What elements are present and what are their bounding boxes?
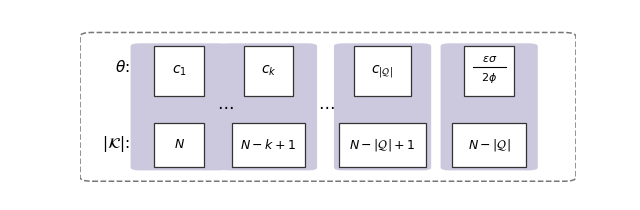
- FancyBboxPatch shape: [131, 43, 228, 170]
- FancyBboxPatch shape: [154, 46, 204, 96]
- Text: $\cdots$: $\cdots$: [216, 97, 233, 115]
- Text: $N$: $N$: [173, 138, 185, 151]
- FancyBboxPatch shape: [334, 43, 431, 170]
- Text: $c_{|\mathcal{Q}|}$: $c_{|\mathcal{Q}|}$: [371, 63, 394, 80]
- FancyBboxPatch shape: [154, 123, 204, 167]
- Text: $N-|\mathcal{Q}|+1$: $N-|\mathcal{Q}|+1$: [349, 137, 416, 153]
- Text: $c_k$: $c_k$: [260, 64, 276, 79]
- FancyBboxPatch shape: [220, 43, 317, 170]
- Text: $c_1$: $c_1$: [172, 64, 187, 79]
- Text: $\cdots$: $\cdots$: [317, 97, 334, 115]
- FancyBboxPatch shape: [80, 33, 576, 181]
- FancyBboxPatch shape: [339, 123, 426, 167]
- FancyBboxPatch shape: [244, 46, 293, 96]
- Text: $N-k+1$: $N-k+1$: [241, 138, 296, 152]
- Text: $2\phi$: $2\phi$: [481, 71, 497, 85]
- FancyBboxPatch shape: [465, 46, 514, 96]
- Text: $\epsilon\sigma$: $\epsilon\sigma$: [481, 54, 497, 64]
- Text: $N-|\mathcal{Q}|$: $N-|\mathcal{Q}|$: [468, 137, 511, 153]
- FancyBboxPatch shape: [440, 43, 538, 170]
- Text: $\theta$:: $\theta$:: [115, 59, 129, 75]
- FancyBboxPatch shape: [452, 123, 526, 167]
- Text: $|\mathcal{K}|$:: $|\mathcal{K}|$:: [102, 134, 130, 154]
- FancyBboxPatch shape: [354, 46, 411, 96]
- FancyBboxPatch shape: [232, 123, 305, 167]
